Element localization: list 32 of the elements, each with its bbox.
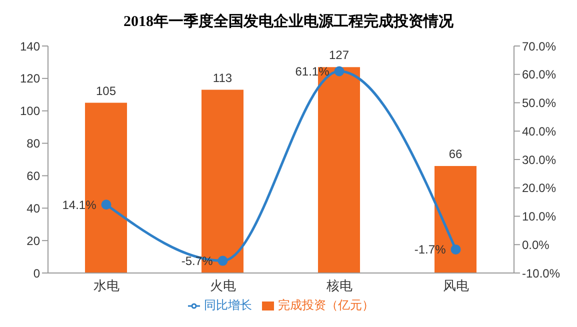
data-label: 127 [328,48,350,62]
y2-tick-label: 10.0% [522,210,556,224]
y-tick-label: 120 [20,72,40,86]
y2-tick-label: 60.0% [522,68,556,82]
y2-tick-label: -10.0% [522,266,560,280]
y-tick-label: 20 [26,234,40,248]
point [450,244,461,254]
y2-tick-label: 30.0% [522,152,556,167]
y2-tick-label: 20.0% [522,181,556,196]
point [101,200,112,210]
x-tick-label: 水电 [93,278,120,294]
data-label: 105 [96,84,116,98]
point [334,66,344,76]
x-tick-label: 火电 [210,278,236,294]
y-tick-label: 60 [26,168,40,183]
data-label: 66 [448,146,462,161]
chart-title: 2018年一季度全国发电企业电源工程完成投资情况 [122,12,454,32]
data-label: 113 [212,70,232,85]
y-tick-label: 40 [26,201,40,216]
x-tick-label: 核电 [325,278,352,294]
legend-label: 完成投资（亿元） [278,298,374,312]
y-tick-label: 100 [20,104,40,118]
y2-tick-label: 70.0% [522,39,556,54]
y-tick-label: 140 [20,39,40,54]
y2-tick-label: 50.0% [522,96,556,110]
legend-label: 同比增长 [204,298,252,312]
y2-tick-label: 0.0% [522,238,550,252]
point [218,256,228,266]
y-tick-label: 80 [26,136,40,151]
x-tick-label: 风电 [442,278,469,294]
y-tick-label: 0 [33,266,40,280]
y2-tick-label: 40.0% [522,124,556,138]
